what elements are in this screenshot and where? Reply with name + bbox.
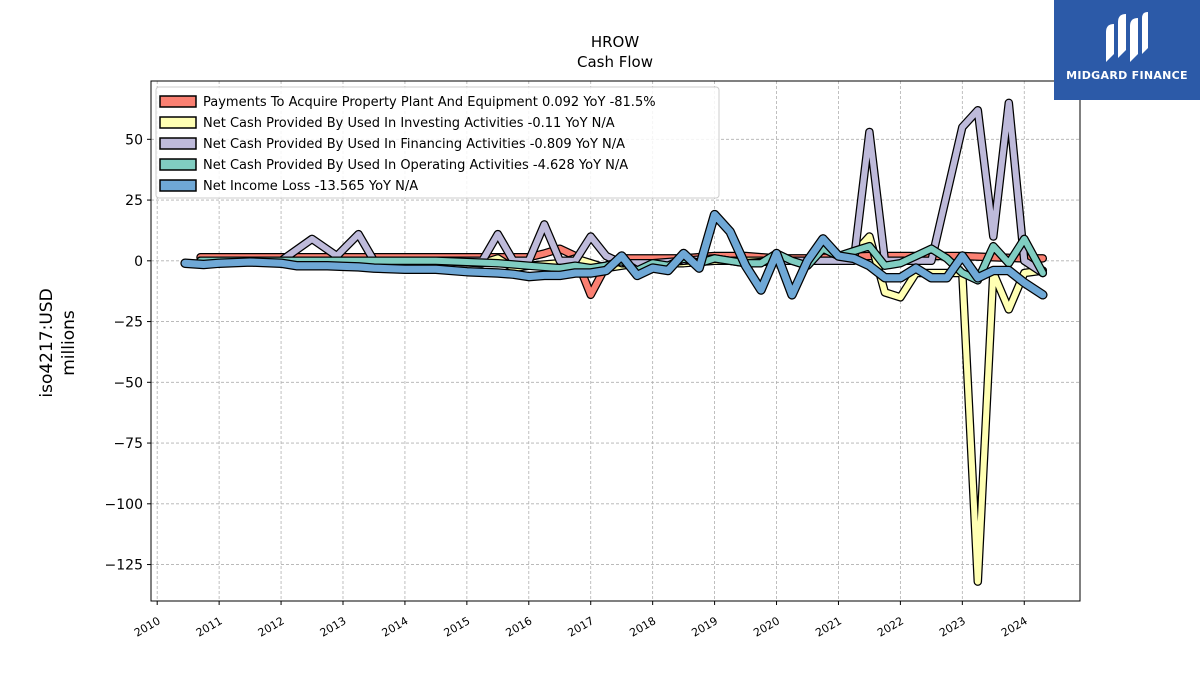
x-tick-label: 2023 (937, 614, 968, 639)
x-tick-label: 2017 (565, 614, 596, 639)
y-tick-label: −125 (105, 558, 143, 574)
x-tick-label: 2021 (813, 614, 844, 639)
y-tick-label: 0 (134, 254, 143, 270)
x-tick-label: 2019 (689, 614, 720, 639)
y-tick-label: −75 (113, 436, 143, 452)
series-line-4 (181, 211, 1047, 299)
y-axis-label: iso4217:USD (37, 288, 57, 397)
x-tick-label: 2012 (256, 614, 287, 639)
legend-label-4: Net Income Loss -13.565 YoY N/A (203, 179, 418, 194)
y-axis-label-units: millions (59, 310, 79, 376)
x-tick-label: 2022 (875, 614, 906, 639)
legend-label-3: Net Cash Provided By Used In Operating A… (203, 158, 628, 173)
plot-frame (150, 80, 1081, 602)
x-tick-label: 2011 (194, 614, 225, 639)
chart-title: HROW (591, 33, 640, 51)
x-tick-label: 2024 (999, 614, 1030, 639)
series-line-1 (197, 233, 1046, 585)
x-tick-label: 2010 (132, 614, 163, 639)
x-tick-label: 2016 (504, 614, 535, 639)
legend-swatch-3 (159, 158, 197, 171)
x-tick-label: 2020 (751, 614, 782, 639)
y-tick-label: −25 (113, 315, 143, 331)
x-tick-label: 2014 (380, 614, 411, 639)
y-tick-label: −100 (105, 497, 143, 513)
series-outline-1 (196, 232, 1048, 586)
x-tick-label: 2013 (318, 614, 349, 639)
y-tick-label: 25 (125, 193, 143, 209)
y-tick-label: −50 (113, 375, 143, 391)
legend-swatch-0 (159, 95, 197, 108)
legend-swatch-1 (159, 116, 197, 129)
series-layer (180, 98, 1048, 586)
legend-box (155, 86, 720, 199)
logo-mark-icon (1106, 12, 1148, 62)
logo-text: MIDGARD FINANCE (1066, 69, 1188, 82)
y-tick-label: 50 (125, 132, 143, 148)
x-tick-label: 2018 (627, 614, 658, 639)
axes: 50 25 0 −25 −50 −75 −100 −125 2010 2011 2012 2013 20… (105, 132, 1030, 639)
legend-label-1: Net Cash Provided By Used In Investing A… (203, 116, 615, 131)
legend-swatch-2 (159, 137, 197, 150)
legend: Payments To Acquire Property Plant And E… (155, 86, 720, 199)
brand-logo: MIDGARD FINANCE (1054, 0, 1200, 100)
legend-label-0: Payments To Acquire Property Plant And E… (203, 95, 656, 110)
x-tick-label: 2015 (442, 614, 473, 639)
chart-subtitle: Cash Flow (577, 53, 653, 71)
legend-label-2: Net Cash Provided By Used In Financing A… (203, 137, 625, 152)
legend-swatch-4 (159, 179, 197, 192)
